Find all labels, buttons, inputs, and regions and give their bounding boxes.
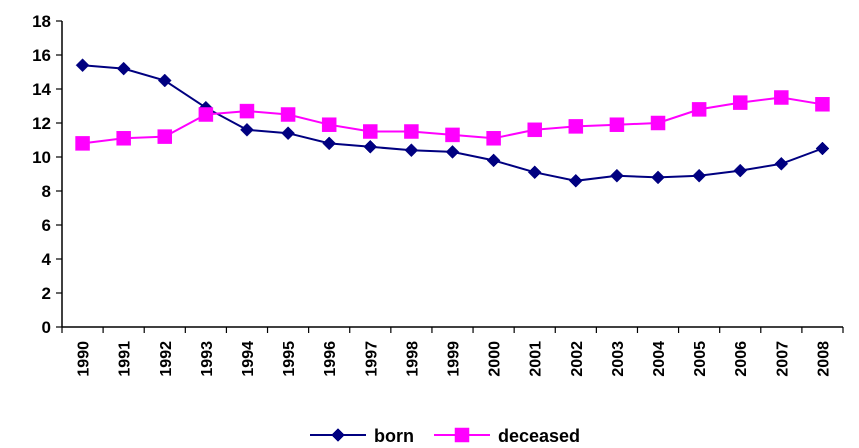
x-tick-label: 1990 (76, 341, 93, 377)
x-tick-label: 1999 (446, 341, 463, 377)
y-tick-label: 6 (42, 216, 51, 235)
chart-series (75, 58, 830, 188)
data-point-born (75, 58, 90, 73)
x-tick-label: 2000 (487, 341, 504, 377)
x-tick-label: 1996 (322, 341, 339, 377)
x-tick-label: 2004 (651, 341, 668, 377)
y-tick-label: 4 (42, 250, 52, 269)
data-point-born (692, 168, 706, 183)
legend-label: deceased (498, 426, 580, 446)
legend-item-deceased: deceased (434, 426, 580, 446)
data-point-born (363, 139, 378, 154)
data-point-born (486, 153, 501, 168)
x-tick-label: 2003 (610, 341, 627, 377)
data-point-deceased (445, 127, 460, 143)
legend-marker-deceased (454, 427, 470, 443)
x-tick-label: 1993 (199, 341, 216, 377)
data-point-deceased (157, 129, 173, 144)
data-point-deceased (650, 115, 666, 131)
data-point-deceased (239, 103, 255, 119)
legend-item-born: born (310, 426, 414, 446)
data-point-deceased (609, 117, 625, 132)
data-point-born (240, 122, 254, 137)
data-point-born (157, 73, 172, 88)
data-point-born (445, 145, 460, 159)
data-point-deceased (691, 102, 707, 117)
x-tick-label: 1994 (240, 341, 257, 377)
x-tick-label: 2002 (569, 341, 586, 377)
y-tick-label: 14 (32, 80, 51, 99)
y-tick-label: 16 (32, 46, 51, 65)
data-point-born (568, 173, 583, 188)
y-tick-label: 0 (42, 318, 51, 337)
data-point-born (774, 156, 789, 171)
data-point-deceased (116, 131, 131, 146)
legend-label: born (374, 426, 414, 446)
data-point-born (815, 141, 830, 156)
legend-marker-born (331, 428, 345, 442)
data-point-deceased (486, 131, 501, 146)
data-point-born (404, 143, 419, 158)
series-born-line (82, 64, 823, 182)
series-deceased (75, 90, 830, 151)
data-point-born (322, 136, 337, 151)
y-tick-label: 10 (32, 148, 51, 167)
x-tick-label: 1995 (281, 341, 298, 377)
y-tick-label: 18 (32, 12, 51, 31)
data-point-born (281, 126, 295, 141)
x-axis-ticks: 1990 1991 1992 1993 1994 1995 1996 1997 1998 1999… (61, 327, 844, 377)
x-tick-label: 2008 (815, 341, 832, 377)
x-tick-label: 1992 (158, 341, 175, 377)
x-tick-label: 1997 (363, 341, 380, 377)
data-point-deceased (815, 97, 830, 112)
data-point-born (527, 165, 542, 180)
data-point-deceased (198, 107, 214, 122)
x-tick-label: 2006 (733, 341, 750, 377)
data-point-born (610, 168, 624, 183)
data-point-deceased (280, 107, 296, 122)
data-point-deceased (732, 95, 748, 110)
x-tick-label: 2005 (692, 341, 709, 377)
x-tick-label: 1991 (117, 341, 134, 377)
data-point-born (116, 61, 131, 76)
x-tick-label: 2001 (528, 341, 545, 377)
y-axis-ticks: 0 2 4 6 8 10 12 14 16 18 (32, 12, 62, 337)
y-tick-label: 2 (42, 284, 51, 303)
chart-axes (61, 21, 843, 328)
data-point-born (651, 170, 665, 185)
data-point-deceased (568, 119, 584, 134)
data-point-deceased (363, 124, 378, 139)
data-point-deceased (321, 117, 337, 132)
data-point-deceased (75, 136, 90, 151)
x-tick-label: 2007 (774, 341, 791, 377)
x-tick-label: 1998 (404, 341, 421, 377)
y-tick-label: 8 (42, 182, 51, 201)
chart-legend: born deceased (310, 426, 580, 446)
y-tick-label: 12 (32, 114, 51, 133)
data-point-born (733, 163, 748, 178)
data-point-deceased (527, 122, 542, 138)
data-point-deceased (404, 124, 419, 139)
data-point-deceased (774, 90, 789, 105)
